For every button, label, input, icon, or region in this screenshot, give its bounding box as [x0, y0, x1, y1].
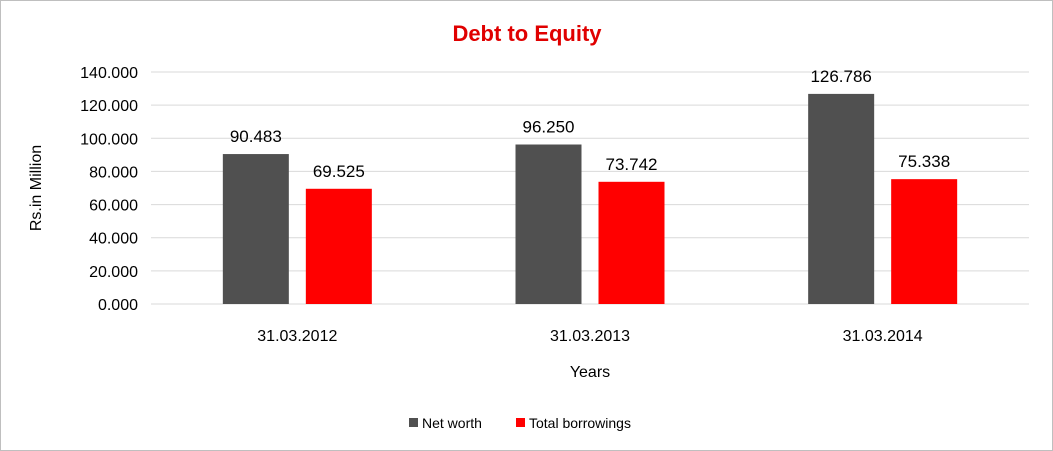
- data-label: 90.483: [230, 127, 282, 146]
- y-tick-label: 0.000: [98, 297, 138, 314]
- bar-total-borrowings: [305, 188, 372, 304]
- y-tick-label: 40.000: [89, 231, 138, 248]
- y-axis-ticks: 0.000 20.000 40.000 60.000 80.000 100.000 120.…: [80, 65, 138, 314]
- x-axis-ticks: 31.03.2012 31.03.2013 31.03.2014: [257, 328, 923, 345]
- legend: Net worth Total borrowings: [409, 415, 631, 431]
- bar-total-borrowings: [891, 179, 958, 304]
- x-tick-label: 31.03.2012: [257, 328, 337, 345]
- chart-title: Debt to Equity: [452, 21, 602, 46]
- x-axis-title: Years: [570, 364, 610, 381]
- y-tick-label: 80.000: [89, 164, 138, 181]
- bar-net-worth: [515, 144, 582, 304]
- bar-total-borrowings: [598, 181, 665, 304]
- gridlines: [151, 71, 1029, 305]
- y-tick-label: 60.000: [89, 198, 138, 215]
- legend-swatch: [516, 418, 525, 427]
- data-label: 126.786: [810, 67, 871, 86]
- y-tick-label: 140.000: [80, 65, 138, 82]
- y-tick-label: 20.000: [89, 264, 138, 281]
- data-label: 75.338: [898, 152, 950, 171]
- y-tick-label: 120.000: [80, 98, 138, 115]
- legend-swatch: [409, 418, 418, 427]
- x-tick-label: 31.03.2014: [843, 328, 923, 345]
- data-label: 96.250: [523, 118, 575, 137]
- y-axis-title: Rs.in Million: [28, 145, 45, 231]
- bar-net-worth: [222, 154, 289, 304]
- legend-label: Total borrowings: [529, 415, 631, 431]
- data-label: 69.525: [313, 162, 365, 181]
- legend-label: Net worth: [422, 415, 482, 431]
- data-label: 73.742: [606, 155, 658, 174]
- bars: [222, 93, 958, 304]
- data-labels: 90.483 69.525 96.250 73.742 126.786 75.338: [230, 67, 950, 181]
- y-tick-label: 100.000: [80, 131, 138, 148]
- x-tick-label: 31.03.2013: [550, 328, 630, 345]
- bar-net-worth: [808, 93, 875, 304]
